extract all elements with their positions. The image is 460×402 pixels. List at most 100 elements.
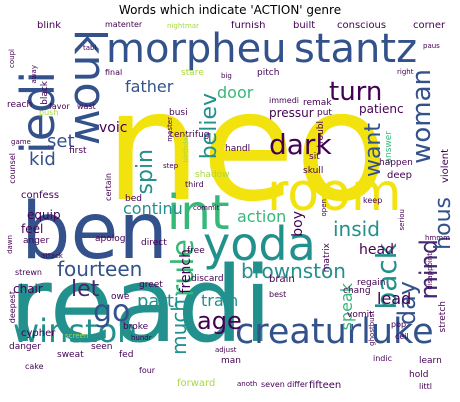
word-put: put	[317, 108, 332, 118]
word-dawn: dawn	[7, 235, 14, 254]
word-game: game	[11, 138, 31, 146]
word-boy: boy	[290, 211, 306, 237]
word-built: built	[293, 21, 316, 31]
word-four: four	[139, 366, 156, 375]
word-seriou: seriou	[398, 209, 406, 231]
word-let: let	[71, 277, 100, 302]
word-father: father	[125, 77, 174, 96]
word-insid: insid	[333, 217, 380, 241]
word-immedi: immedi	[269, 96, 300, 105]
word-brownston: brownston	[241, 259, 346, 283]
word-littl: littl	[419, 382, 432, 391]
word-learn: learn	[419, 356, 442, 366]
word-broke: broke	[123, 322, 149, 332]
word-handl: handl	[225, 144, 251, 154]
word-reach: reach	[7, 100, 33, 110]
word-strewn: strewn	[15, 268, 42, 277]
word-deep: deep	[387, 170, 412, 181]
word-regain: regain	[357, 278, 386, 288]
word-free: free	[187, 246, 205, 256]
word-head: head	[359, 242, 394, 258]
word-pitch: pitch	[257, 68, 280, 78]
word-ceil: ceil	[395, 332, 409, 341]
word-seven: seven	[261, 380, 285, 389]
word-violent: violent	[440, 149, 451, 184]
word-centrifug: centrifug	[169, 130, 210, 140]
word-equip: equip	[27, 208, 61, 222]
word-creaturluke: creaturluke	[235, 312, 434, 352]
word-counsel: counsel	[8, 153, 17, 184]
word-black: black	[40, 81, 50, 105]
word-believ: believ	[197, 93, 222, 160]
word-indic: indic	[373, 354, 392, 363]
word-know: know	[64, 29, 115, 146]
word-dark: dark	[269, 128, 332, 161]
word-certain: certain	[104, 173, 113, 201]
word-fed: fed	[119, 350, 134, 360]
word-chair: chair	[13, 282, 43, 296]
word-kid: kid	[29, 149, 56, 170]
word-seen: seen	[91, 342, 113, 352]
word-hmmm: hmmm	[425, 234, 450, 242]
word-deepest: deepest	[8, 291, 17, 324]
word-disappoint: disappoint	[426, 253, 434, 290]
word-ben: ben	[21, 187, 168, 277]
word-winston: winston	[13, 312, 138, 350]
word-best: best	[269, 290, 287, 299]
word-man: man	[221, 356, 241, 366]
word-attack: attack	[41, 252, 63, 260]
word-first: first	[69, 146, 87, 156]
word-train: train	[201, 291, 239, 310]
word-paus: paus	[423, 42, 440, 50]
word-anger: anger	[23, 236, 50, 246]
word-direct: direct	[141, 238, 167, 248]
word-hundr: hundr	[131, 334, 152, 342]
word-cake: cake	[25, 362, 44, 371]
word-neo: neo	[105, 58, 388, 235]
word-happen: happen	[379, 158, 413, 168]
word-remak: remak	[303, 98, 332, 108]
word-final: final	[105, 68, 123, 77]
word-away: away	[30, 65, 38, 84]
word-go: go	[93, 294, 131, 329]
word-matrix: matrix	[322, 243, 332, 273]
word-forward: forward	[177, 378, 216, 389]
word-master: master	[166, 117, 174, 142]
word-greet: greet	[139, 280, 163, 290]
word-hold: hold	[409, 370, 429, 380]
word-matenter: matenter	[105, 21, 143, 29]
word-apolog: apolog	[95, 234, 126, 244]
word-stretch: stretch	[438, 301, 448, 333]
word-big: big	[221, 72, 232, 80]
word-skull: skull	[303, 166, 324, 176]
word-cypher: cypher	[21, 328, 56, 339]
word-discard: discard	[191, 274, 224, 284]
word-int: int	[167, 185, 230, 241]
word-third: third	[185, 180, 204, 189]
word-owe: owe	[111, 292, 130, 302]
word-wast: wast	[77, 102, 96, 111]
word-parti: parti	[137, 291, 179, 312]
word-furnish: furnish	[231, 21, 266, 31]
word-voic: voic	[99, 120, 128, 136]
word-turn: turn	[329, 77, 383, 107]
word-woman: woman	[407, 69, 437, 164]
word-chang: chang	[343, 286, 371, 296]
word-tabl: tabl	[83, 44, 97, 52]
word-nightmar: nightmar	[167, 22, 199, 30]
word-screen: screen	[65, 332, 89, 340]
word-confess: confess	[21, 190, 60, 201]
word-danger: danger	[9, 342, 41, 352]
word-yoda: yoda	[203, 217, 316, 271]
word-shadow: shadow	[195, 170, 230, 180]
word-right: right	[397, 68, 414, 76]
word-stare: stare	[181, 68, 204, 78]
word-push: push	[39, 108, 59, 117]
word-corner: corner	[413, 21, 446, 31]
word-age: age	[197, 307, 242, 335]
word-sit: sit	[309, 152, 320, 162]
word-vomit: vomit	[347, 310, 373, 320]
word-feel: feel	[21, 222, 44, 236]
word-open: open	[320, 199, 328, 217]
word-stantz: stantz	[294, 26, 418, 72]
